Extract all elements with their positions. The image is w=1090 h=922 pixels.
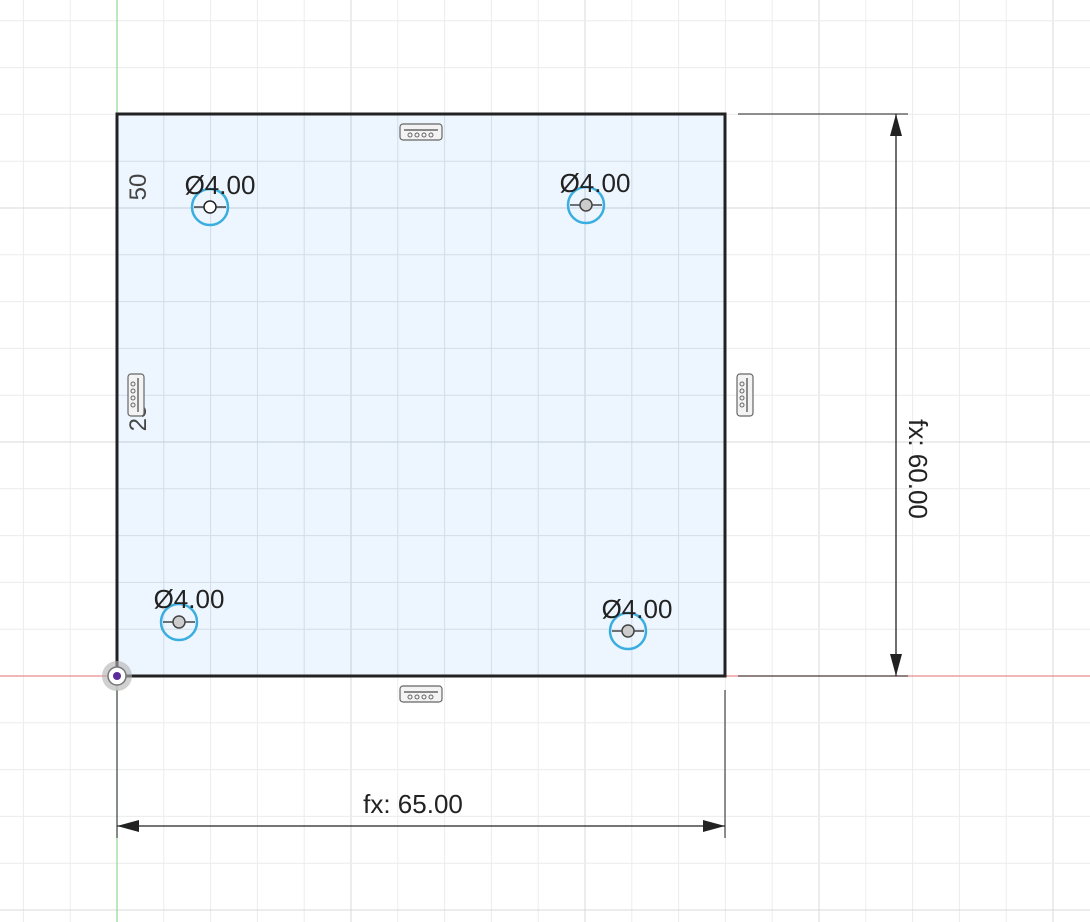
height-dimension[interactable]: fx: 60.00	[738, 113, 933, 677]
hole-diameter-label[interactable]: Ø4.00	[602, 594, 673, 624]
hole-top-left[interactable]: Ø4.00	[185, 170, 256, 227]
origin-point[interactable]	[102, 661, 132, 691]
width-arrow-right	[703, 820, 725, 832]
vertical-constraint-icon[interactable]	[736, 373, 754, 417]
rectangle-edges[interactable]	[115, 112, 727, 678]
vertical-constraint-icon[interactable]	[127, 373, 145, 417]
horizontal-constraint-icon[interactable]	[399, 685, 443, 703]
height-dimension-label[interactable]: fx: 60.00	[903, 419, 933, 519]
hole-bottom-right[interactable]: Ø4.00	[602, 594, 673, 651]
hole-diameter-label[interactable]: Ø4.00	[560, 168, 631, 198]
hole-center-point[interactable]	[203, 200, 217, 214]
profile-grid	[117, 113, 725, 676]
width-arrow-left	[117, 820, 139, 832]
hole-center-point[interactable]	[172, 615, 186, 629]
height-arrow-top	[890, 114, 902, 136]
hole-center-point[interactable]	[579, 198, 593, 212]
height-arrow-bottom	[890, 654, 902, 676]
hole-top-right[interactable]: Ø4.00	[560, 168, 631, 225]
ruler-label-50: 50	[125, 174, 152, 201]
horizontal-constraint-icon[interactable]	[399, 123, 443, 141]
hole-diameter-label[interactable]: Ø4.00	[185, 170, 256, 200]
hole-diameter-label[interactable]: Ø4.00	[154, 584, 225, 614]
hole-center-point[interactable]	[621, 624, 635, 638]
hole-bottom-left[interactable]: Ø4.00	[154, 584, 225, 642]
width-dimension-label[interactable]: fx: 65.00	[363, 789, 463, 819]
width-dimension[interactable]: fx: 65.00	[116, 690, 726, 838]
